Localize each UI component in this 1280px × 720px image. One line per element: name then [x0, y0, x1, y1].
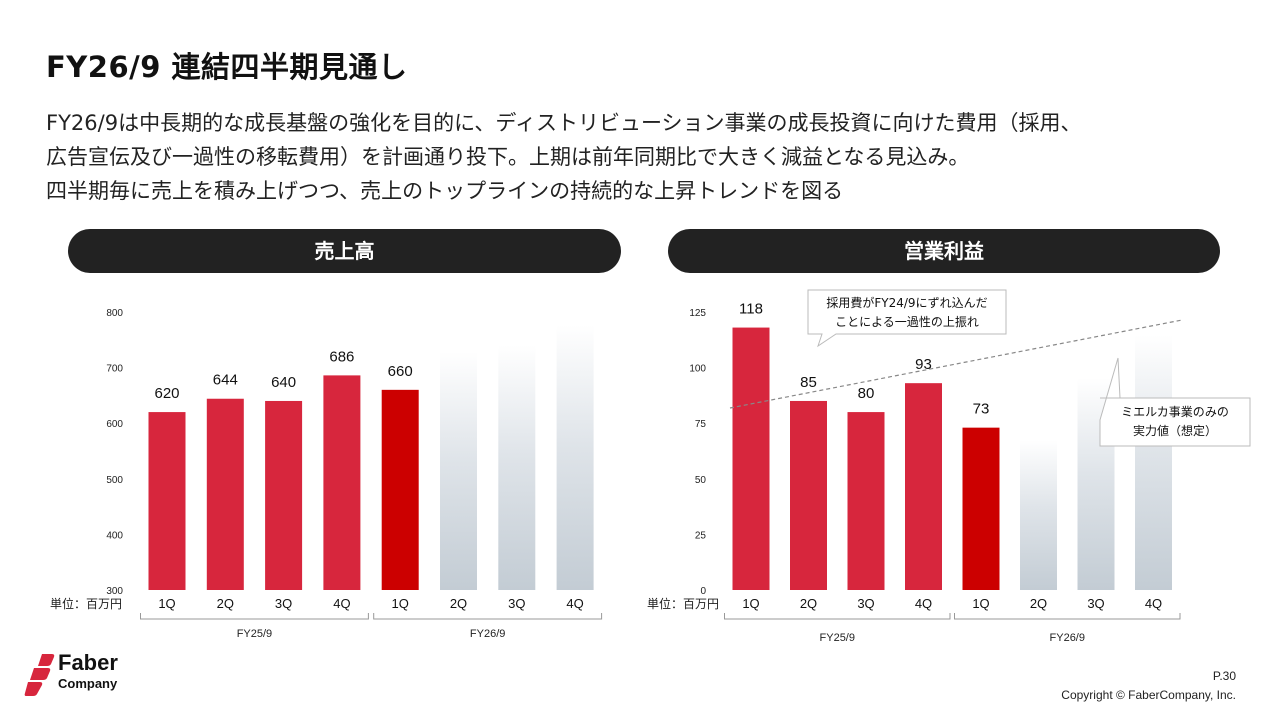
page-title: FY26/9 連結四半期見通し	[46, 50, 408, 84]
callout-box	[1099, 357, 1251, 447]
y-tick-label: 700	[106, 364, 123, 375]
x-tick-label: 3Q	[508, 596, 525, 611]
bar-fy26-1Q	[381, 389, 419, 590]
unit-label: 単位：百万円	[647, 596, 719, 611]
description-line: 四半期毎に売上を積み上げつつ、売上のトップラインの持続的な上昇トレンドを図る	[46, 179, 844, 203]
group-bracket	[954, 613, 1181, 620]
data-label: 640	[271, 374, 296, 391]
x-tick-label: 4Q	[333, 596, 350, 611]
x-tick-label: 1Q	[972, 596, 989, 611]
copyright: Copyright © FaberCompany, Inc.	[1061, 688, 1236, 702]
bar-fy25-2Q	[790, 400, 827, 590]
revenue-chart-header: 売上高	[68, 229, 621, 273]
x-tick-label: 1Q	[742, 596, 759, 611]
page-number: P.30	[1212, 669, 1236, 683]
data-label: 644	[213, 372, 238, 389]
bar-forecast-2Q	[440, 352, 477, 590]
callout-box	[807, 289, 1007, 348]
y-tick-label: 25	[695, 530, 707, 541]
y-tick-label: 0	[700, 586, 706, 597]
bar-fy25-4Q	[905, 383, 942, 590]
y-tick-label: 500	[106, 475, 123, 486]
faber-logo-icon	[24, 654, 55, 696]
bar-fy25-4Q	[323, 375, 361, 590]
data-label: 118	[739, 301, 763, 318]
x-tick-label: 2Q	[800, 596, 817, 611]
callout-text: 採用費がFY24/9にずれ込んだ	[826, 295, 987, 310]
bar-fy25-3Q	[847, 412, 885, 590]
y-tick-label: 50	[695, 475, 707, 486]
x-tick-label: 3Q	[275, 596, 292, 611]
bar-fy25-3Q	[265, 400, 303, 590]
y-tick-label: 75	[695, 419, 707, 430]
y-tick-label: 400	[106, 530, 123, 541]
y-tick-label: 100	[689, 364, 706, 375]
y-tick-label: 800	[106, 308, 123, 319]
x-tick-label: 1Q	[392, 596, 409, 611]
bar-forecast-2Q	[1020, 440, 1057, 590]
y-tick-label: 125	[689, 308, 706, 319]
data-label: 620	[154, 385, 179, 402]
bar-forecast-4Q	[556, 325, 594, 590]
description-line: FY26/9は中長期的な成長基盤の強化を目的に、ディストリビューション事業の成長…	[46, 111, 1082, 135]
x-tick-label: 2Q	[450, 596, 467, 611]
operating-profit-chart-header: 営業利益	[668, 229, 1220, 273]
data-label: 85	[800, 374, 817, 391]
description: FY26/9は中長期的な成長基盤の強化を目的に、ディストリビューション事業の成長…	[46, 106, 1082, 208]
logo-text-faber: Faber	[58, 650, 118, 675]
logo-text-company: Company	[58, 676, 118, 691]
data-label: 93	[915, 356, 932, 373]
bar-fy26-1Q	[962, 427, 1000, 590]
bar-fy25-1Q	[732, 327, 770, 590]
x-tick-label: 4Q	[915, 596, 932, 611]
callout-text: ミエルカ事業のみの	[1121, 405, 1229, 419]
x-tick-label: 1Q	[158, 596, 175, 611]
group-label: FY26/9	[470, 628, 505, 640]
group-bracket	[140, 613, 369, 620]
bar-fy25-1Q	[148, 412, 186, 590]
y-tick-label: 600	[106, 419, 123, 430]
data-label: 73	[973, 401, 990, 418]
group-label: FY26/9	[1050, 632, 1085, 644]
group-bracket	[724, 613, 951, 620]
x-tick-label: 4Q	[1145, 596, 1162, 611]
data-label: 80	[858, 385, 875, 402]
x-tick-label: 3Q	[1087, 596, 1104, 611]
bar-forecast-4Q	[1135, 335, 1172, 590]
faber-company-logo: Faber Company	[24, 650, 154, 698]
bar-fy25-2Q	[206, 398, 244, 590]
unit-label: 単位：百万円	[50, 596, 122, 611]
group-label: FY25/9	[237, 628, 272, 640]
description-line: 広告宣伝及び一過性の移転費用）を計画通り投下。上期は前年同期比で大きく減益となる…	[46, 145, 970, 169]
x-tick-label: 4Q	[566, 596, 583, 611]
callout-text: ことによる一過性の上振れ	[835, 315, 979, 329]
data-label: 686	[329, 348, 354, 365]
x-tick-label: 2Q	[1030, 596, 1047, 611]
y-tick-label: 300	[106, 586, 123, 597]
callout-text: 実力値（想定）	[1133, 423, 1217, 438]
bar-forecast-3Q	[498, 345, 536, 590]
x-tick-label: 3Q	[857, 596, 874, 611]
group-label: FY25/9	[820, 632, 855, 644]
x-tick-label: 2Q	[217, 596, 234, 611]
data-label: 660	[388, 363, 413, 380]
group-bracket	[373, 613, 603, 620]
